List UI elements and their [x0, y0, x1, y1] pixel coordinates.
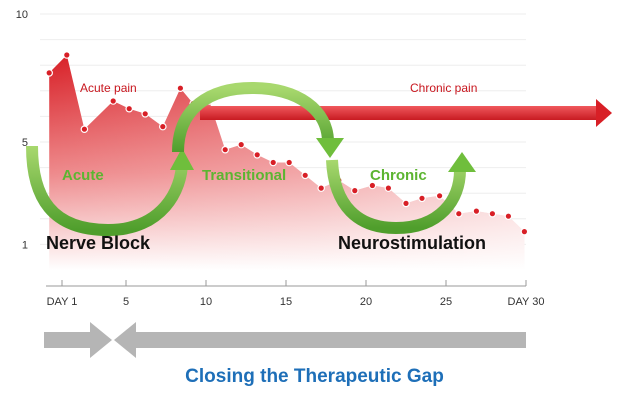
- data-point: [176, 84, 185, 93]
- data-point: [109, 97, 118, 105]
- y-tick-label: 10: [16, 9, 28, 21]
- caption-title: Closing the Therapeutic Gap: [185, 366, 444, 387]
- data-point: [402, 199, 410, 208]
- data-point: [125, 104, 134, 113]
- data-point: [141, 110, 150, 118]
- y-axis-ticks: 10 5 1: [16, 9, 28, 251]
- x-tick-label: DAY 1: [47, 296, 78, 308]
- acute-arrow: [26, 145, 194, 237]
- chronic-pain-label: Chronic pain: [410, 81, 477, 95]
- x-tick-label: 20: [360, 296, 372, 308]
- data-point: [472, 207, 481, 215]
- data-point: [384, 184, 393, 192]
- data-point: [253, 151, 262, 159]
- transitional-arrow: [172, 81, 344, 158]
- data-point: [504, 212, 513, 221]
- data-point: [237, 140, 246, 149]
- data-point: [80, 125, 89, 134]
- y-tick-label: 5: [22, 137, 28, 149]
- data-point: [418, 194, 426, 203]
- data-point: [45, 69, 54, 77]
- data-point: [317, 184, 326, 192]
- x-tick-label: 5: [123, 296, 129, 308]
- data-point: [269, 158, 278, 167]
- data-point: [488, 209, 497, 218]
- data-point: [350, 186, 359, 195]
- y-tick-label: 1: [22, 239, 28, 251]
- therapeutic-gap-bar: [44, 322, 526, 358]
- data-point: [285, 158, 294, 167]
- x-tick-label: 10: [200, 296, 212, 308]
- x-tick-label: 25: [440, 296, 452, 308]
- data-point: [301, 171, 310, 180]
- data-point: [159, 122, 167, 131]
- data-point: [454, 209, 463, 218]
- chronic-label: Chronic: [370, 167, 427, 184]
- data-point: [520, 227, 529, 236]
- acute-label: Acute: [62, 167, 104, 184]
- nerve-block-label: Nerve Block: [46, 233, 151, 253]
- transitional-label: Transitional: [202, 167, 286, 184]
- chronic-pain-arrow: [200, 99, 612, 127]
- x-tick-label: 15: [280, 296, 292, 308]
- neurostimulation-label: Neurostimulation: [338, 233, 486, 253]
- x-tick-label: DAY 30: [508, 296, 545, 308]
- chronic-arrow: [326, 152, 476, 235]
- data-point: [368, 181, 377, 190]
- data-point: [63, 51, 71, 59]
- acute-pain-label: Acute pain: [80, 81, 137, 95]
- data-point: [221, 145, 230, 154]
- x-axis-ticks: DAY 1 5 10 15 20 25 DAY 30: [46, 280, 544, 308]
- data-point: [435, 192, 444, 200]
